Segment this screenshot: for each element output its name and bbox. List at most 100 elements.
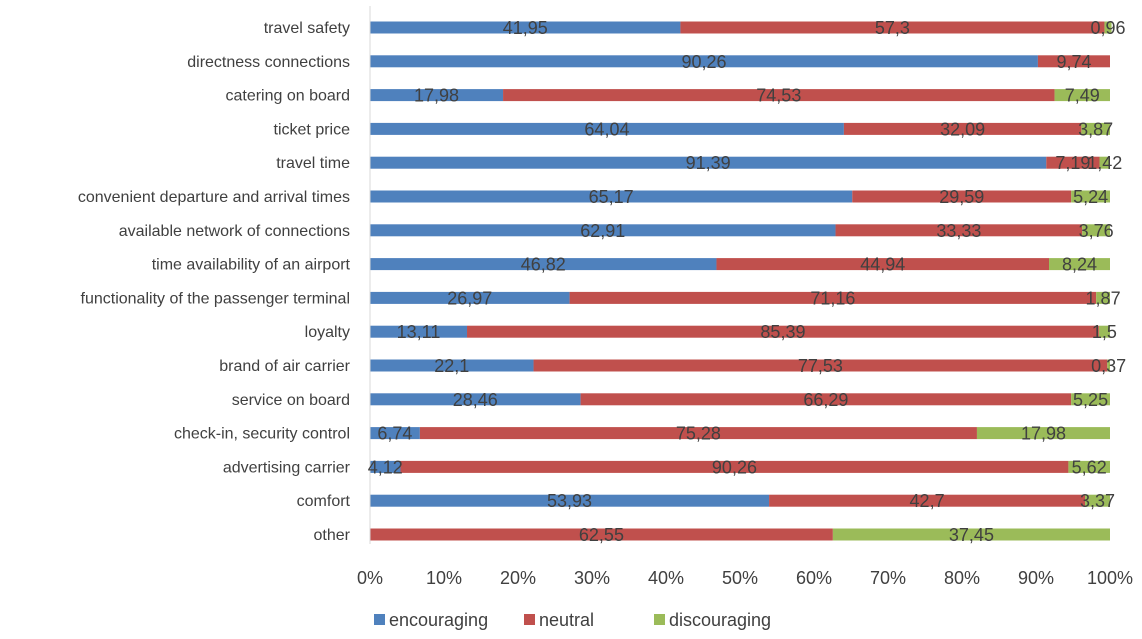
x-tick-label-10: 100% — [1087, 568, 1133, 588]
data-label-discouraging-loyalty: 1,5 — [1092, 322, 1117, 342]
data-label-neutral-advertising-carrier: 90,26 — [712, 457, 757, 477]
bar-neutral-brand-of-air-carrier — [533, 359, 1108, 372]
bar-neutral-catering-on-board — [503, 89, 1055, 102]
category-label-loyalty: loyalty — [305, 324, 350, 341]
bar-neutral-time-availability-of-an-airport — [716, 258, 1050, 271]
bar-discouraging-functionality-of-the-passenger-terminal — [1096, 291, 1110, 304]
data-label-neutral-time-availability-of-an-airport: 44,94 — [860, 255, 905, 275]
x-tick-label-9: 90% — [1018, 568, 1054, 588]
bar-discouraging-travel-safety — [1104, 21, 1112, 34]
data-label-encouraging-available-network-of-connections: 62,91 — [580, 221, 625, 241]
data-label-encouraging-loyalty: 13,11 — [397, 322, 441, 342]
data-label-discouraging-check-in-security-control: 17,98 — [1021, 424, 1066, 444]
category-label-service-on-board: service on board — [232, 392, 350, 409]
data-label-neutral-other: 62,55 — [579, 525, 624, 545]
category-label-other: other — [314, 527, 351, 544]
category-label-directness-connections: directness connections — [187, 54, 350, 71]
data-label-discouraging-comfort: 3,37 — [1080, 491, 1115, 511]
bar-encouraging-time-availability-of-an-airport — [370, 258, 717, 271]
bar-neutral-functionality-of-the-passenger-terminal — [569, 291, 1097, 304]
data-label-discouraging-travel-time: 1,42 — [1087, 153, 1122, 173]
data-label-discouraging-travel-safety: 0,96 — [1090, 18, 1125, 38]
data-label-discouraging-convenient-departure-and-arrival-times: 5,24 — [1073, 187, 1108, 207]
bar-neutral-travel-safety — [680, 21, 1105, 34]
category-label-catering-on-board: catering on board — [225, 88, 350, 105]
data-label-neutral-available-network-of-connections: 33,33 — [936, 221, 981, 241]
bar-discouraging-check-in-security-control — [976, 427, 1110, 440]
bar-discouraging-convenient-departure-and-arrival-times — [1071, 190, 1110, 203]
legend-swatch-neutral — [524, 614, 535, 625]
data-label-encouraging-catering-on-board: 17,98 — [414, 86, 459, 106]
data-label-encouraging-service-on-board: 28,46 — [453, 390, 498, 410]
x-tick-label-0: 0% — [357, 568, 383, 588]
category-label-ticket-price: ticket price — [274, 121, 351, 138]
data-label-neutral-check-in-security-control: 75,28 — [676, 424, 721, 444]
category-label-functionality-of-the-passenger-terminal: functionality of the passenger terminal — [81, 290, 350, 307]
data-label-neutral-brand-of-air-carrier: 77,53 — [798, 356, 843, 376]
bar-encouraging-functionality-of-the-passenger-terminal — [370, 291, 570, 304]
x-tick-label-7: 70% — [870, 568, 906, 588]
bar-neutral-other — [370, 528, 833, 541]
data-label-encouraging-check-in-security-control: 6,74 — [377, 424, 412, 444]
data-label-neutral-functionality-of-the-passenger-terminal: 71,16 — [810, 288, 855, 308]
bars-layer — [370, 21, 1112, 541]
bar-neutral-travel-time — [1046, 156, 1100, 169]
bar-discouraging-advertising-carrier — [1068, 460, 1110, 473]
data-label-discouraging-brand-of-air-carrier: 0,37 — [1091, 356, 1126, 376]
bar-encouraging-comfort — [370, 494, 770, 507]
legend-label-neutral: neutral — [539, 610, 594, 630]
legend-swatch-encouraging — [374, 614, 385, 625]
bar-discouraging-service-on-board — [1071, 393, 1110, 406]
category-label-time-availability-of-an-airport: time availability of an airport — [152, 257, 351, 274]
data-label-neutral-loyalty: 85,39 — [760, 322, 805, 342]
bar-neutral-directness-connections — [1037, 55, 1110, 68]
x-axis: 0% 10% 20% 30% 40% 50% 60% 70% 80% 90% 100% — [357, 6, 1133, 588]
category-label-brand-of-air-carrier: brand of air carrier — [219, 358, 350, 375]
bar-discouraging-catering-on-board — [1054, 89, 1110, 102]
bar-discouraging-other — [832, 528, 1110, 541]
category-label-travel-time: travel time — [276, 155, 350, 172]
data-label-discouraging-ticket-price: 3,87 — [1078, 119, 1113, 139]
category-labels: travel safety directness connections cater… — [78, 20, 351, 544]
x-tick-label-1: 10% — [426, 568, 462, 588]
bar-encouraging-convenient-departure-and-arrival-times — [370, 190, 853, 203]
bar-encouraging-check-in-security-control — [370, 427, 420, 440]
x-tick-label-5: 50% — [722, 568, 758, 588]
data-label-neutral-comfort: 42,7 — [910, 491, 945, 511]
data-label-encouraging-ticket-price: 64,04 — [584, 119, 629, 139]
bar-neutral-ticket-price — [843, 122, 1082, 135]
data-label-encouraging-time-availability-of-an-airport: 46,82 — [521, 255, 566, 275]
data-label-discouraging-catering-on-board: 7,49 — [1065, 86, 1100, 106]
data-label-neutral-catering-on-board: 74,53 — [756, 86, 801, 106]
data-label-encouraging-functionality-of-the-passenger-terminal: 26,97 — [447, 288, 492, 308]
data-label-discouraging-advertising-carrier: 5,62 — [1072, 457, 1107, 477]
data-label-discouraging-time-availability-of-an-airport: 8,24 — [1062, 255, 1097, 275]
data-label-encouraging-comfort: 53,93 — [547, 491, 592, 511]
data-label-neutral-convenient-departure-and-arrival-times: 29,59 — [939, 187, 984, 207]
data-label-encouraging-directness-connections: 90,26 — [681, 52, 726, 72]
bar-encouraging-service-on-board — [370, 393, 581, 406]
bar-encouraging-brand-of-air-carrier — [370, 359, 534, 372]
bar-encouraging-ticket-price — [370, 122, 844, 135]
bar-encouraging-directness-connections — [370, 55, 1038, 68]
data-label-discouraging-functionality-of-the-passenger-terminal: 1,87 — [1086, 288, 1121, 308]
category-label-convenient-departure-and-arrival-times: convenient departure and arrival times — [78, 189, 350, 206]
bar-neutral-advertising-carrier — [400, 460, 1069, 473]
data-label-neutral-service-on-board: 66,29 — [803, 390, 848, 410]
x-tick-label-2: 20% — [500, 568, 536, 588]
bar-encouraging-catering-on-board — [370, 89, 504, 102]
x-tick-label-6: 60% — [796, 568, 832, 588]
bar-discouraging-loyalty — [1098, 325, 1110, 338]
data-label-discouraging-other: 37,45 — [949, 525, 994, 545]
data-label-encouraging-brand-of-air-carrier: 22,1 — [434, 356, 469, 376]
category-label-advertising-carrier: advertising carrier — [223, 459, 351, 476]
bar-neutral-loyalty — [467, 325, 1099, 338]
data-label-neutral-travel-time: 7,19 — [1055, 153, 1090, 173]
bar-discouraging-ticket-price — [1081, 122, 1110, 135]
data-label-discouraging-service-on-board: 5,25 — [1073, 390, 1108, 410]
bar-discouraging-travel-time — [1099, 156, 1110, 169]
data-label-encouraging-convenient-departure-and-arrival-times: 65,17 — [589, 187, 634, 207]
data-labels: 41,95 57,3 0,96 90,26 9,74 17,98 74,53 7,49 64,0… — [368, 18, 1126, 545]
legend-label-discouraging: discouraging — [669, 610, 771, 630]
